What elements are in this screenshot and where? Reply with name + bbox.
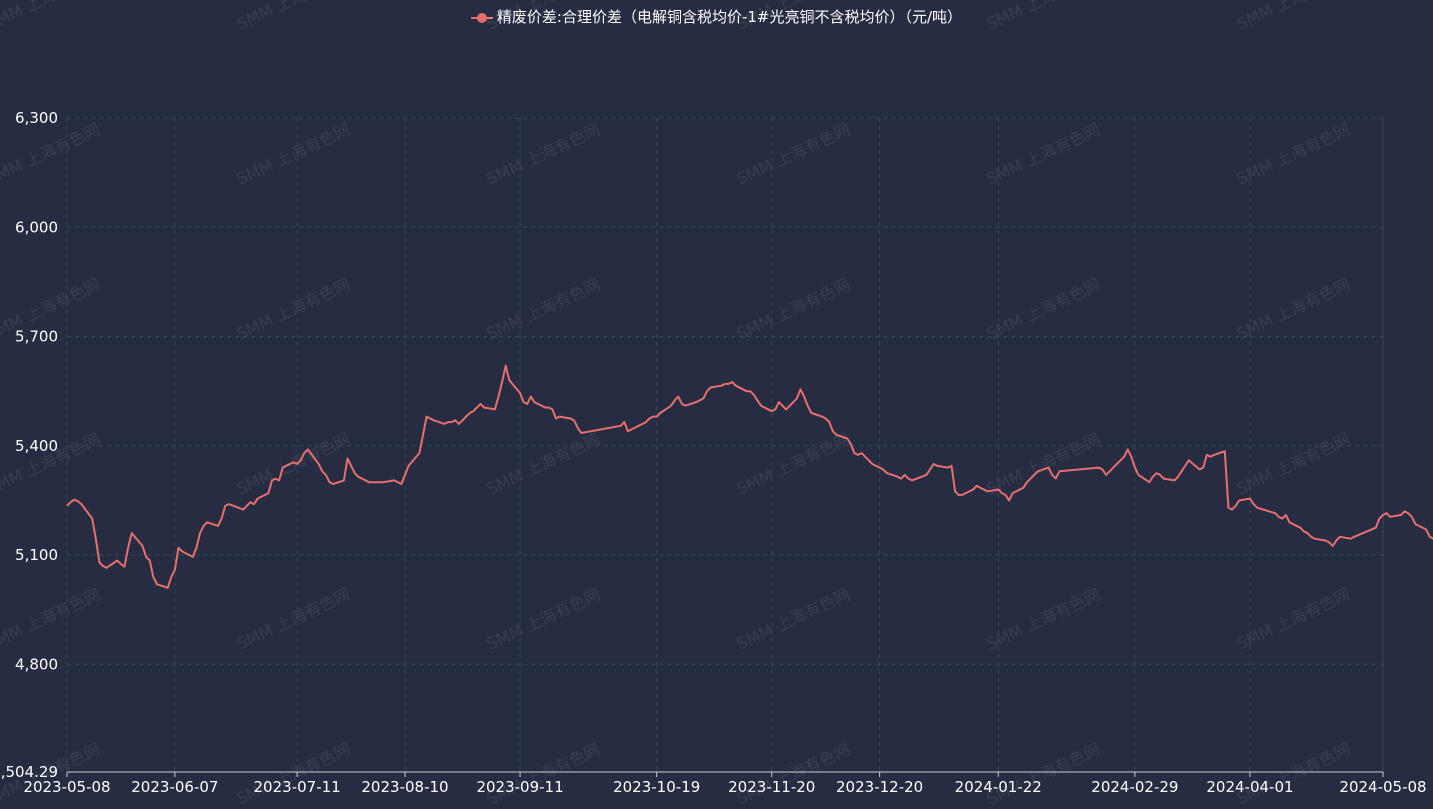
watermark-text: SMM 上海有色网	[734, 429, 853, 498]
watermark-text: SMM 上海有色网	[984, 0, 1103, 34]
x-tick-label: 2024-01-22	[955, 778, 1042, 796]
x-tick-label: 2024-02-29	[1091, 778, 1178, 796]
watermark-text: SMM 上海有色网	[984, 429, 1103, 498]
watermark-text: SMM 上海有色网	[1234, 584, 1353, 653]
watermark-text: SMM 上海有色网	[734, 274, 853, 343]
series-line[interactable]	[66, 364, 1433, 589]
y-tick-label: 6,300	[15, 109, 58, 127]
x-tick-label: 2023-10-19	[613, 778, 700, 796]
watermark-text: SMM 上海有色网	[1234, 119, 1353, 188]
watermark-text: SMM 上海有色网	[484, 274, 603, 343]
watermark-text: SMM 上海有色网	[0, 584, 103, 653]
x-tick-label: 2024-04-01	[1206, 778, 1293, 796]
watermark-text: SMM 上海有色网	[734, 584, 853, 653]
watermark-text: SMM 上海有色网	[0, 119, 103, 188]
watermark-text: SMM 上海有色网	[1234, 429, 1353, 498]
chart-legend[interactable]: 精废价差:合理价差（电解铜含税均价-1#光亮铜不含税均价）（元/吨）	[0, 6, 1433, 27]
x-tick-label: 2023-06-07	[131, 778, 218, 796]
watermark-text: SMM 上海有色网	[234, 0, 353, 34]
x-tick-label: 2023-12-20	[836, 778, 923, 796]
watermark-text: SMM 上海有色网	[1234, 274, 1353, 343]
watermark-text: SMM 上海有色网	[734, 739, 853, 808]
y-tick-label: 4,504.29	[0, 763, 58, 781]
watermark-text: SMM 上海有色网	[234, 739, 353, 808]
watermark-text: SMM 上海有色网	[1234, 739, 1353, 808]
watermark-text: SMM 上海有色网	[984, 739, 1103, 808]
x-tick-label: 2023-09-11	[476, 778, 563, 796]
watermark-text: SMM 上海有色网	[484, 739, 603, 808]
watermark-text: SMM 上海有色网	[484, 584, 603, 653]
y-tick-label: 4,800	[15, 655, 58, 673]
y-tick-label: 5,100	[15, 546, 58, 564]
y-tick-label: 5,400	[15, 437, 58, 455]
y-tick-label: 5,700	[15, 328, 58, 346]
watermark-text: SMM 上海有色网	[234, 584, 353, 653]
watermark-text: SMM 上海有色网	[984, 274, 1103, 343]
watermark-text: SMM 上海有色网	[984, 584, 1103, 653]
watermark-text: SMM 上海有色网	[484, 429, 603, 498]
y-tick-label: 6,000	[15, 218, 58, 236]
legend-series-label: 精废价差:合理价差（电解铜含税均价-1#光亮铜不含税均价）（元/吨）	[496, 8, 963, 26]
watermark-text: SMM 上海有色网	[1234, 0, 1353, 34]
plot-area-border	[66, 117, 1384, 773]
x-tick-label: 2023-08-10	[361, 778, 448, 796]
watermark-text: SMM 上海有色网	[734, 119, 853, 188]
x-tick-label: 2023-07-11	[254, 778, 341, 796]
watermark-text: SMM 上海有色网	[484, 119, 603, 188]
watermark-text: SMM 上海有色网	[234, 429, 353, 498]
x-tick-label: 2024-05-08	[1339, 778, 1426, 796]
legend-line-marker-icon	[470, 12, 493, 24]
watermark-text: SMM 上海有色网	[0, 0, 103, 34]
watermark-text: SMM 上海有色网	[234, 119, 353, 188]
watermark-text: SMM 上海有色网	[734, 0, 853, 34]
x-tick-label: 2023-11-20	[728, 778, 815, 796]
x-tick-label: 2023-05-08	[23, 778, 110, 796]
watermark-text: SMM 上海有色网	[484, 0, 603, 34]
watermark-text: SMM 上海有色网	[234, 274, 353, 343]
watermark-text: SMM 上海有色网	[984, 119, 1103, 188]
